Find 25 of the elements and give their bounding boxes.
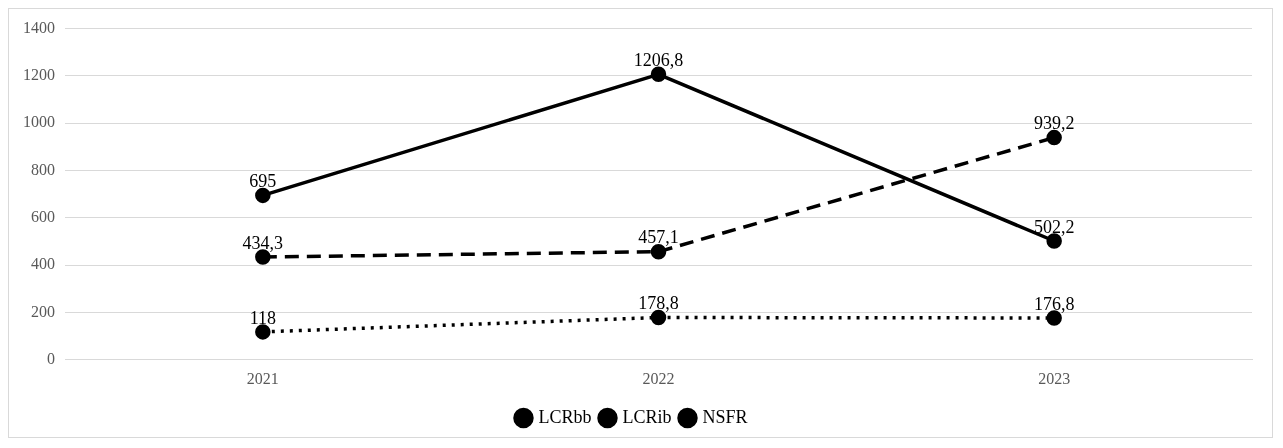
x-tick-label: 2022: [642, 369, 675, 387]
y-tick-label: 200: [31, 302, 55, 320]
data-label: 434,3: [242, 232, 284, 253]
data-label: 457,1: [638, 227, 679, 248]
y-tick-label: 600: [31, 208, 55, 226]
x-tick-label: 2021: [246, 369, 279, 387]
data-label: 939,2: [1033, 113, 1075, 134]
y-tick-label: 0: [47, 350, 55, 367]
data-label: 502,2: [1033, 216, 1075, 237]
legend-label: LCRbb: [538, 406, 592, 427]
legend-label: NSFR: [702, 406, 748, 427]
data-label: 118: [249, 307, 277, 328]
data-label: 178,8: [638, 293, 679, 314]
y-tick-label: 1000: [23, 113, 55, 131]
y-tick-label: 1400: [23, 18, 55, 36]
y-tick-label: 1200: [23, 66, 55, 84]
data-label: 1206,8: [633, 50, 684, 71]
point: [255, 324, 271, 340]
data-label: 695: [249, 171, 277, 192]
y-tick-label: 800: [31, 160, 55, 178]
x-tick-label: 2023: [1038, 369, 1071, 387]
legend-label: LCRib: [622, 406, 672, 427]
point: [255, 187, 271, 204]
y-tick-label: 400: [31, 255, 55, 273]
data-label: 176,8: [1033, 293, 1075, 314]
